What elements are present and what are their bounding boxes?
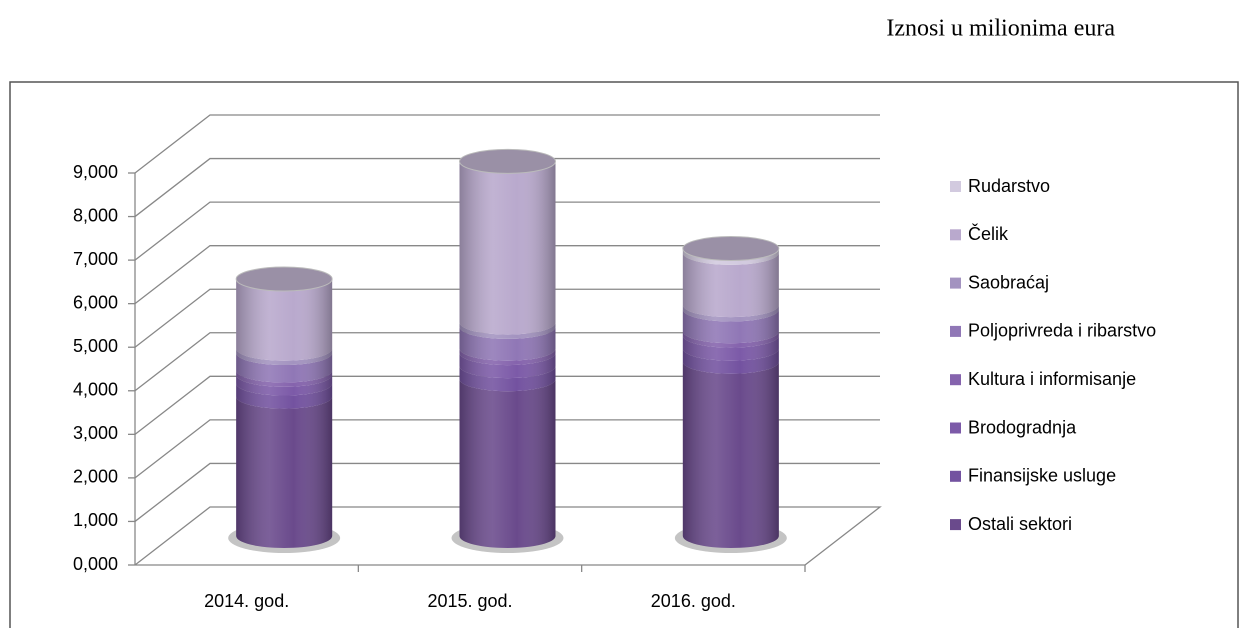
legend-label: Kultura i informisanje — [968, 369, 1136, 389]
grid-line — [134, 462, 880, 522]
y-tick-label: 3,000 — [73, 423, 118, 443]
grid-line — [134, 201, 880, 261]
legend-label: Rudarstvo — [968, 176, 1050, 196]
legend-swatch — [950, 470, 961, 482]
chart-frame — [9, 81, 1239, 628]
annotation: Iznosi u milionima eura — [886, 16, 1115, 42]
y-tick-label: 1,000 — [73, 510, 118, 530]
x-tick-label: 2015. god. — [427, 591, 512, 611]
grid-line — [134, 288, 880, 348]
cylinder-top — [682, 236, 780, 262]
cylinder-top — [459, 148, 556, 174]
grid-line — [134, 375, 880, 435]
legend-label: Poljoprivreda i ribarstvo — [968, 321, 1156, 341]
y-tick-label: 6,000 — [73, 292, 118, 312]
legend-label: Brodogradnja — [968, 417, 1077, 437]
grid-line — [134, 332, 880, 392]
legend-label: Čelik — [968, 223, 1009, 244]
grid-line — [134, 245, 880, 305]
y-tick-label: 2,000 — [73, 467, 118, 487]
grid-line — [134, 419, 880, 479]
y-tick-label: 8,000 — [73, 205, 118, 225]
y-tick-label: 4,000 — [73, 380, 118, 400]
y-tick-label: 9,000 — [73, 162, 118, 182]
legend-swatch — [950, 181, 961, 192]
x-tick-label: 2016. god. — [651, 591, 736, 611]
legend-label: Finansijske usluge — [968, 466, 1116, 486]
y-tick-label: 5,000 — [73, 336, 118, 356]
legend-swatch — [950, 374, 961, 386]
cylinder-shading — [682, 248, 779, 549]
y-tick-label: 7,000 — [73, 249, 118, 269]
grid-line — [134, 157, 880, 218]
y-tick-label: 0,000 — [73, 554, 118, 574]
legend-swatch — [950, 325, 961, 337]
legend-swatch — [950, 422, 961, 434]
x-tick-label: 2014. god. — [204, 591, 289, 611]
cylinder-shading — [236, 279, 333, 548]
grid-line — [134, 114, 880, 174]
legend-swatch — [950, 519, 961, 531]
legend-label: Ostali sektori — [968, 514, 1072, 534]
legend-swatch — [950, 277, 961, 289]
cylinder-shading — [459, 161, 556, 548]
legend-label: Saobraćaj — [968, 272, 1049, 292]
cylinder-top — [235, 266, 333, 292]
legend-swatch — [950, 229, 961, 241]
